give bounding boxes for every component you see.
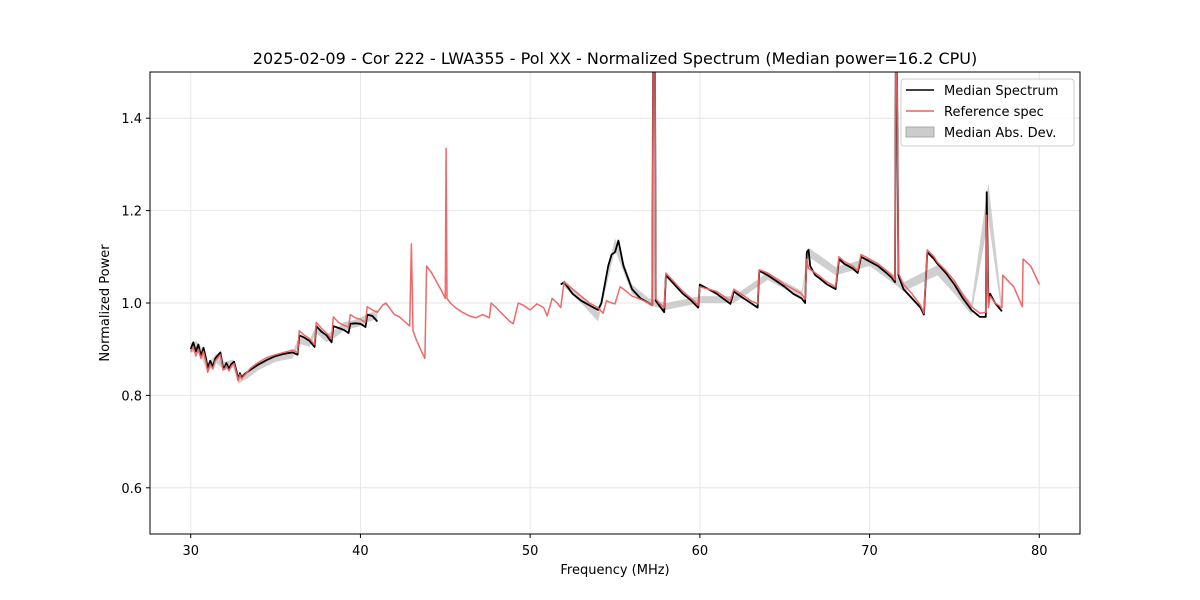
- legend-box: [900, 78, 1075, 147]
- y-axis-ticks: 0.6 0.8 1.0 1.2 1.4: [121, 112, 150, 497]
- y-tick-label: 1.2: [121, 205, 142, 220]
- median-spectrum-line: [189, 313, 379, 381]
- y-tick-label: 1.4: [121, 112, 142, 127]
- plot-frame: [149, 71, 1081, 535]
- x-axis-ticks: 30 40 50 60 70 80: [182, 534, 1048, 559]
- series-group: [189, 72, 1040, 384]
- x-tick-label: 30: [182, 544, 199, 559]
- legend: Median Spectrum Reference spec Median Ab…: [900, 78, 1075, 147]
- x-tick-label: 60: [692, 544, 709, 559]
- x-tick-label: 50: [522, 544, 539, 559]
- legend-reference-label: Reference spec: [944, 105, 1044, 120]
- legend-mad-label: Median Abs. Dev.: [944, 126, 1056, 141]
- y-tick-label: 0.6: [121, 482, 142, 497]
- y-tick-label: 1.0: [121, 297, 142, 312]
- legend-median-label: Median Spectrum: [944, 84, 1058, 99]
- y-axis-label: Normalized Power: [98, 244, 113, 362]
- legend-mad-patch: [905, 126, 935, 138]
- x-tick-label: 40: [352, 544, 369, 559]
- x-tick-label: 70: [861, 544, 878, 559]
- y-tick-label: 0.8: [121, 389, 142, 404]
- x-tick-label: 80: [1031, 544, 1048, 559]
- reference-spectrum-line: [190, 72, 1040, 382]
- chart-title: 2025-02-09 - Cor 222 - LWA355 - Pol XX -…: [253, 49, 977, 68]
- x-axis-label: Frequency (MHz): [560, 563, 669, 578]
